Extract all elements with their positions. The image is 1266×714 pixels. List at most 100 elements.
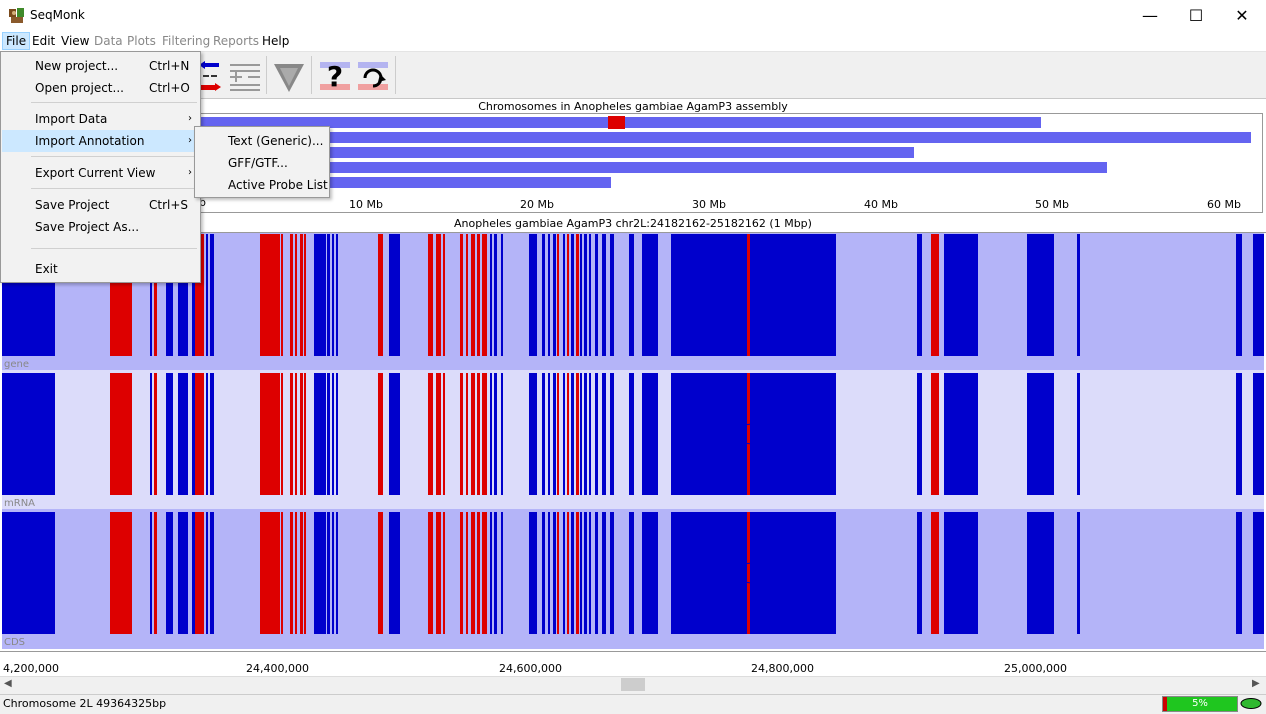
minimize-button[interactable]: — <box>1142 6 1158 25</box>
feature-block[interactable] <box>195 234 204 356</box>
menu-reports[interactable]: Reports <box>213 34 260 48</box>
feature-block[interactable] <box>629 234 634 356</box>
menu-file[interactable]: File <box>2 32 31 50</box>
feature-block[interactable] <box>501 234 503 356</box>
menu-plots[interactable]: Plots <box>127 34 156 48</box>
feature-block[interactable] <box>290 373 293 495</box>
feature-block[interactable] <box>931 373 939 495</box>
feature-block[interactable] <box>576 373 579 495</box>
feature-block[interactable] <box>178 512 188 634</box>
chromosome-bar-2r[interactable] <box>330 132 1251 143</box>
menu-item-export-current-view[interactable]: Export Current View › <box>2 162 199 184</box>
feature-block[interactable] <box>747 512 750 634</box>
feature-block[interactable] <box>917 512 922 634</box>
feature-block[interactable] <box>548 512 550 634</box>
feature-block[interactable] <box>589 512 591 634</box>
feature-block[interactable] <box>336 234 338 356</box>
feature-block[interactable] <box>595 234 598 356</box>
feature-block[interactable] <box>580 373 582 495</box>
garbage-collect-icon[interactable] <box>1240 697 1262 710</box>
feature-block[interactable] <box>1077 512 1080 634</box>
feature-block[interactable] <box>557 373 559 495</box>
feature-block[interactable] <box>1236 512 1242 634</box>
scrollbar-thumb[interactable] <box>621 678 645 691</box>
feature-block[interactable] <box>557 512 559 634</box>
feature-block[interactable] <box>602 373 606 495</box>
feature-block[interactable] <box>2 373 55 495</box>
feature-block[interactable] <box>389 373 400 495</box>
submenu-item-gff-gtf[interactable]: GFF/GTF... <box>196 152 328 174</box>
help-question-icon[interactable]: ? <box>318 58 352 94</box>
feature-block[interactable] <box>1027 234 1054 356</box>
feature-block[interactable] <box>428 373 433 495</box>
feature-block[interactable] <box>304 373 306 495</box>
feature-block[interactable] <box>192 234 195 356</box>
feature-block[interactable] <box>944 234 978 356</box>
feature-block[interactable] <box>944 373 978 495</box>
feature-block[interactable] <box>580 512 582 634</box>
feature-block[interactable] <box>436 373 441 495</box>
menu-help[interactable]: Help <box>262 34 290 48</box>
feature-block[interactable] <box>436 234 441 356</box>
feature-block[interactable] <box>260 234 280 356</box>
feature-block[interactable] <box>482 373 487 495</box>
feature-block[interactable] <box>629 512 634 634</box>
feature-block[interactable] <box>332 512 334 634</box>
feature-block[interactable] <box>150 373 152 495</box>
feature-block[interactable] <box>260 373 280 495</box>
feature-block[interactable] <box>501 512 503 634</box>
feature-block[interactable] <box>166 234 173 356</box>
feature-block[interactable] <box>571 373 574 495</box>
feature-block[interactable] <box>466 234 468 356</box>
feature-block[interactable] <box>378 234 383 356</box>
feature-block[interactable] <box>206 373 208 495</box>
feature-block[interactable] <box>428 234 433 356</box>
feature-block[interactable] <box>580 234 582 356</box>
feature-block[interactable] <box>1253 234 1264 356</box>
feature-block[interactable] <box>304 234 306 356</box>
feature-block[interactable] <box>471 512 475 634</box>
feature-block[interactable] <box>336 512 338 634</box>
feature-block[interactable] <box>747 373 750 495</box>
feature-block[interactable] <box>602 512 606 634</box>
feature-block[interactable] <box>300 512 303 634</box>
feature-block[interactable] <box>206 234 208 356</box>
feature-block[interactable] <box>1027 373 1054 495</box>
menu-data[interactable]: Data <box>94 34 123 48</box>
feature-block[interactable] <box>154 234 157 356</box>
feature-block[interactable] <box>931 234 939 356</box>
feature-block[interactable] <box>1077 373 1080 495</box>
feature-block[interactable] <box>460 373 463 495</box>
feature-block[interactable] <box>542 234 545 356</box>
feature-block[interactable] <box>178 234 188 356</box>
submenu-item-active-probe-list[interactable]: Active Probe List <box>196 174 328 196</box>
feature-block[interactable] <box>671 234 836 356</box>
feature-block[interactable] <box>671 373 836 495</box>
current-view-marker[interactable] <box>608 116 625 129</box>
feature-block[interactable] <box>1077 234 1080 356</box>
feature-block[interactable] <box>490 234 492 356</box>
feature-block[interactable] <box>195 373 204 495</box>
feature-block[interactable] <box>542 512 545 634</box>
feature-block[interactable] <box>166 373 173 495</box>
feature-block[interactable] <box>548 234 550 356</box>
feature-block[interactable] <box>460 234 463 356</box>
feature-block[interactable] <box>529 234 537 356</box>
feature-block[interactable] <box>595 373 598 495</box>
feature-block[interactable] <box>917 234 922 356</box>
feature-block[interactable] <box>281 512 283 634</box>
menu-item-import-annotation[interactable]: Import Annotation › <box>2 130 199 152</box>
feature-block[interactable] <box>595 512 598 634</box>
feature-block[interactable] <box>494 234 497 356</box>
feature-block[interactable] <box>110 512 132 634</box>
feature-block[interactable] <box>389 234 400 356</box>
feature-block[interactable] <box>192 512 195 634</box>
toggle-strand-icon[interactable] <box>199 60 223 92</box>
feature-block[interactable] <box>327 373 330 495</box>
feature-block[interactable] <box>471 373 475 495</box>
feature-block[interactable] <box>281 234 283 356</box>
menu-item-exit[interactable]: Exit <box>2 258 199 280</box>
feature-block[interactable] <box>747 234 750 356</box>
feature-block[interactable] <box>290 512 293 634</box>
menu-filtering[interactable]: Filtering <box>162 34 211 48</box>
